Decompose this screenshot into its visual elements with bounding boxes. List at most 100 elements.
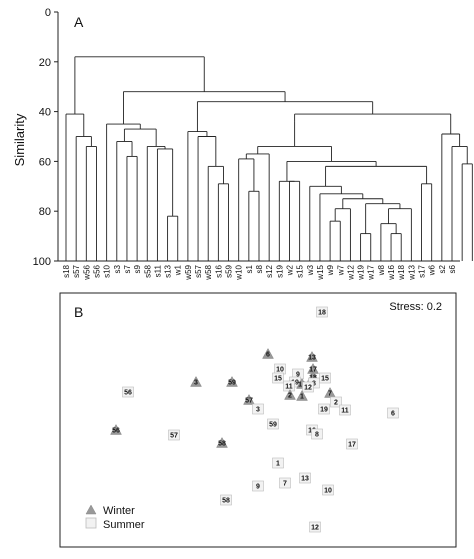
winter-point: 58 [216,436,228,448]
point-label: 6 [266,352,270,359]
leaf-label: s56 [92,264,101,277]
winter-point: 2 [284,388,296,400]
summer-marker [346,438,358,450]
summer-point: 13 [299,472,311,484]
summer-point: 10 [274,363,286,375]
leaf-label: s1 [245,264,254,273]
summer-marker [387,407,399,419]
point-label: 7 [283,481,287,488]
leaf-label: s59 [225,264,234,277]
summer-marker [272,372,284,384]
point-label: 59 [269,422,277,429]
point-label: 7 [328,391,332,398]
leaf-label: s13 [164,264,173,277]
point-label: 3 [194,380,198,387]
summer-point: 12 [309,521,321,533]
winter-point: 59 [226,375,238,387]
leaf-label: s12 [265,264,274,277]
legend-summer-label: Summer [103,519,145,531]
mds-points: 1861310179151815359191681112562175723191… [110,306,399,533]
summer-marker [279,477,291,489]
point-label: 17 [348,442,356,449]
point-label: 2 [288,393,292,400]
summer-point: 57 [168,429,180,441]
summer-point: 19 [318,403,330,415]
point-label: 10 [276,367,284,374]
summer-point: 56 [122,386,134,398]
leaf-labels: s18 s57 w56 s56 s10 s3 s7 s9 s58 s11 s13 w1 w59 s57 w5… [62,264,457,280]
point-label: 9 [296,372,300,379]
point-label: 15 [274,376,282,383]
y-tick-label: 100 [33,256,51,268]
winter-point: 13 [306,350,318,362]
winter-marker [284,388,296,400]
y-tick-label: 60 [39,156,51,168]
point-label: 12 [304,385,312,392]
point-label: 57 [245,398,253,405]
leaf-label: s9 [133,264,142,273]
leaf-label: w58 [204,264,213,280]
summer-point: 3 [252,403,264,415]
stress-label: Stress: 0.2 [389,301,442,313]
point-label: 6 [391,411,395,418]
winter-point: 3 [190,375,202,387]
leaf-label: w15 [316,264,325,280]
winter-marker [110,423,122,435]
leaf-label: w59 [184,264,193,280]
leaf-label: w3 [306,264,315,276]
leaf-label: s19 [275,264,284,277]
point-label: 15 [321,376,329,383]
leaf-label: w18 [397,264,406,280]
point-label: 1 [276,461,280,468]
summer-point: 2 [330,396,342,408]
summer-point: 58 [220,494,232,506]
leaf-label: s57 [72,264,81,277]
summer-point: 1 [272,457,284,469]
summer-marker [252,403,264,415]
winter-point: 7 [324,386,336,398]
leaf-label: s11 [153,264,162,277]
summer-point: 15 [272,372,284,384]
winter-marker [190,375,202,387]
leaf-label: w17 [367,264,376,280]
leaf-label: s58 [143,264,152,277]
leaf-label: w9 [326,264,335,276]
point-label: 13 [308,355,316,362]
summer-marker [267,418,279,430]
y-tick-label: 80 [39,206,51,218]
leaf-label: w7 [336,264,345,276]
dendrogram-branches [65,56,473,261]
summer-point: 10 [322,484,334,496]
summer-point: 12 [302,381,314,393]
summer-marker [272,457,284,469]
summer-marker [122,386,134,398]
winter-marker [306,350,318,362]
winter-marker [226,375,238,387]
leaf-label: s2 [438,264,447,273]
point-label: 3 [256,407,260,414]
winter-marker [296,389,308,401]
point-label: 11 [341,408,349,415]
winter-marker [324,386,336,398]
leaf-label: w2 [285,264,294,276]
mds-frame [59,292,457,548]
summer-marker [339,404,351,416]
winter-marker [216,436,228,448]
point-label: 10 [324,488,332,495]
summer-marker [322,484,334,496]
summer-marker [252,480,264,492]
summer-marker [220,494,232,506]
winter-marker [262,347,274,359]
summer-point: 11 [339,404,351,416]
summer-marker [168,429,180,441]
point-label: 11 [285,384,293,391]
leaf-label: s17 [418,264,427,277]
point-label: 18 [318,310,326,317]
leaf-label: w13 [407,264,416,280]
y-ticks: 0 20 40 60 80 100 [33,7,58,268]
leaf-label: s6 [448,264,457,273]
summer-point: 59 [267,418,279,430]
point-label: 56 [112,428,120,435]
leaf-label: w12 [346,264,355,280]
